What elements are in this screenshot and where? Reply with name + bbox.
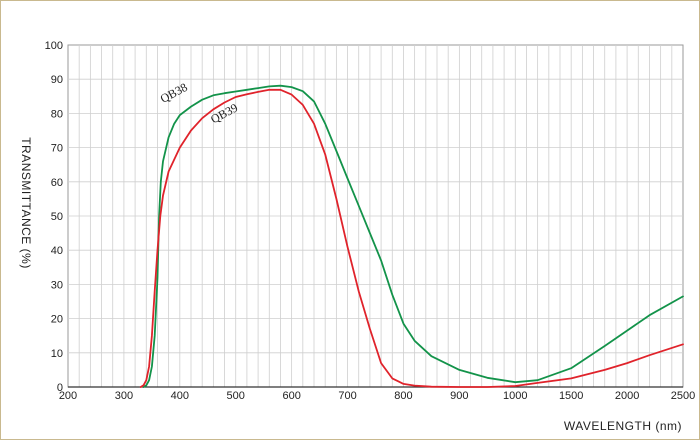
x-tick-label: 200	[59, 390, 77, 402]
x-axis-label: WAVELENGTH (nm)	[564, 419, 682, 433]
y-tick-label: 70	[51, 143, 63, 155]
y-tick-label: 20	[51, 314, 63, 326]
x-tick-label: 700	[338, 390, 356, 402]
x-tick-label: 2500	[671, 390, 695, 402]
y-tick-label: 60	[51, 177, 63, 189]
y-tick-label: 40	[51, 245, 63, 257]
x-tick-label: 600	[282, 390, 300, 402]
y-tick-label: 80	[51, 108, 63, 120]
x-tick-label: 1000	[503, 390, 527, 402]
y-tick-label: 50	[51, 211, 63, 223]
y-tick-label: 30	[51, 279, 63, 291]
x-tick-label: 300	[115, 390, 133, 402]
x-tick-label: 800	[394, 390, 412, 402]
series-label-qb38: QB38	[158, 80, 190, 106]
y-tick-label: 0	[57, 382, 63, 394]
x-tick-label: 900	[450, 390, 468, 402]
x-tick-label: 1500	[559, 390, 583, 402]
y-tick-label: 100	[45, 40, 63, 52]
y-axis-label: TRANSMITTANCE (%)	[19, 137, 33, 269]
series-line-qb38	[142, 84, 684, 388]
x-tick-label: 2000	[615, 390, 639, 402]
series-lines	[139, 84, 684, 388]
y-tick-label: 90	[51, 74, 63, 86]
y-tick-labels: 0 10 20 30 40 50 60 70 80 90 100	[45, 40, 63, 394]
grid	[67, 44, 684, 388]
x-tick-label: 500	[227, 390, 245, 402]
y-tick-label: 10	[51, 348, 63, 360]
x-tick-label: 400	[171, 390, 189, 402]
series-line-qb39	[139, 88, 684, 388]
x-tick-labels: 200 300 400 500 600 700 800 900 1000 1500 2000 2500	[59, 390, 695, 402]
